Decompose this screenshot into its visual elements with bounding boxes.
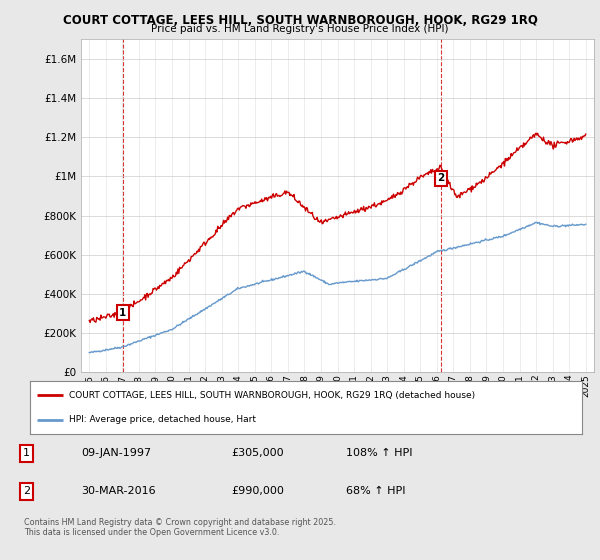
Text: Price paid vs. HM Land Registry's House Price Index (HPI): Price paid vs. HM Land Registry's House … xyxy=(151,24,449,34)
Text: 09-JAN-1997: 09-JAN-1997 xyxy=(81,449,151,459)
Text: 68% ↑ HPI: 68% ↑ HPI xyxy=(346,486,406,496)
Text: 30-MAR-2016: 30-MAR-2016 xyxy=(81,486,156,496)
Text: 2: 2 xyxy=(23,486,30,496)
Text: 1: 1 xyxy=(119,307,127,318)
Text: £990,000: £990,000 xyxy=(231,486,284,496)
Text: COURT COTTAGE, LEES HILL, SOUTH WARNBOROUGH, HOOK, RG29 1RQ: COURT COTTAGE, LEES HILL, SOUTH WARNBORO… xyxy=(62,14,538,27)
Text: 2: 2 xyxy=(437,174,445,183)
Text: £305,000: £305,000 xyxy=(231,449,284,459)
Text: 108% ↑ HPI: 108% ↑ HPI xyxy=(346,449,413,459)
Text: 1: 1 xyxy=(23,449,30,459)
Text: Contains HM Land Registry data © Crown copyright and database right 2025.
This d: Contains HM Land Registry data © Crown c… xyxy=(24,518,336,538)
Text: HPI: Average price, detached house, Hart: HPI: Average price, detached house, Hart xyxy=(68,415,256,424)
Text: COURT COTTAGE, LEES HILL, SOUTH WARNBOROUGH, HOOK, RG29 1RQ (detached house): COURT COTTAGE, LEES HILL, SOUTH WARNBORO… xyxy=(68,391,475,400)
